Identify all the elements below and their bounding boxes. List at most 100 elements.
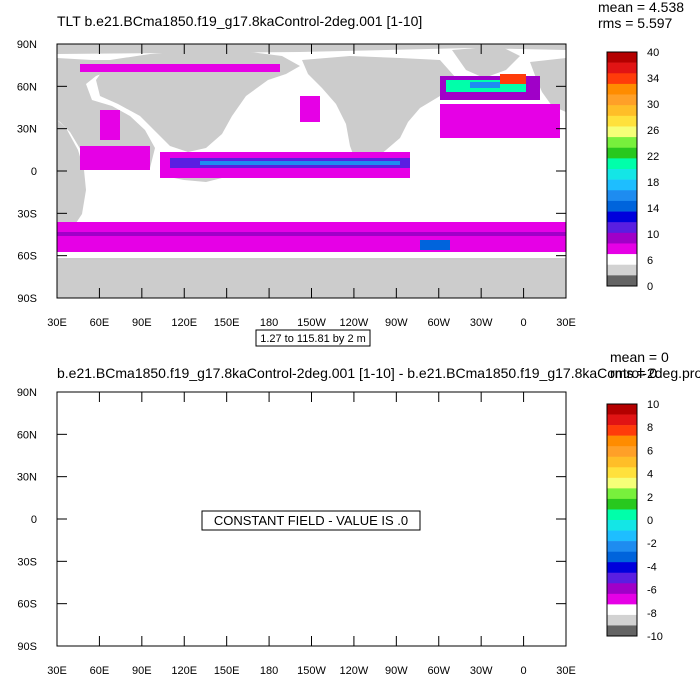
colorbar-swatch — [607, 456, 637, 468]
north-atlantic-band — [440, 104, 560, 138]
x-tick-label: 150W — [297, 665, 326, 677]
colorbar-label: 22 — [647, 151, 659, 163]
panel-bottom-colorbar: 10 8 6 4 2 0 -2 -4 -6 -8 -10 — [606, 399, 663, 643]
land-southern-ocean — [57, 180, 566, 222]
x-tick-label: 60E — [90, 665, 110, 677]
x-tick-label: 90E — [132, 317, 152, 329]
panel-top-mean: mean = 4.538 — [598, 0, 684, 15]
panel-top-title: TLT b.e21.BCma1850.f19_g17.8kaControl-2d… — [57, 13, 422, 29]
colorbar-swatch — [607, 541, 637, 552]
colorbar-label: 30 — [647, 99, 659, 111]
colorbar-swatch — [607, 520, 637, 531]
drake-passage-patch — [420, 240, 450, 250]
colorbar-label: 14 — [647, 203, 659, 215]
y-tick-label: 60N — [17, 429, 37, 441]
colorbar-swatch — [607, 572, 637, 584]
colorbar-label: 26 — [647, 125, 659, 137]
x-tick-label: 30E — [556, 665, 576, 677]
colorbar-swatch — [607, 604, 637, 616]
land-africa — [57, 120, 86, 232]
x-tick-label: 150E — [214, 317, 240, 329]
x-tick-label: 60E — [90, 317, 110, 329]
colorbar-label: -10 — [647, 631, 663, 643]
colorbar-label: 6 — [647, 445, 653, 457]
colorbar-label: 18 — [647, 177, 659, 189]
colorbar-swatch — [607, 264, 637, 276]
x-tick-label: 30E — [47, 665, 67, 677]
colorbar-label: 40 — [647, 47, 659, 59]
x-tick-label: 120E — [171, 317, 197, 329]
colorbar-swatch — [607, 52, 637, 63]
land-asia-east — [96, 50, 300, 152]
colorbar-swatch — [607, 614, 637, 626]
y-tick-label: 60S — [17, 251, 37, 263]
land-europe — [530, 58, 566, 112]
colorbar-swatch — [607, 551, 637, 563]
y-tick-label: 90S — [17, 293, 37, 305]
colorbar-swatch — [607, 222, 637, 234]
panel-top: TLT b.e21.BCma1850.f19_g17.8kaControl-2d… — [17, 0, 684, 347]
colorbar-swatch — [607, 126, 637, 138]
north-pacific-band — [80, 64, 280, 72]
panel-bottom-x-ticks: 30E 60E 90E 120E 150E 180 150W 120W 90W 60W 30W 0 30… — [47, 392, 576, 677]
x-tick-label: 150W — [297, 317, 326, 329]
colorbar-swatch — [607, 593, 637, 605]
y-tick-label: 60S — [17, 599, 37, 611]
colorbar-label: -2 — [647, 538, 657, 550]
y-tick-label: 30S — [17, 556, 37, 568]
x-tick-label: 30W — [470, 665, 493, 677]
colorbar-swatch — [607, 190, 637, 202]
x-tick-label: 60W — [427, 665, 450, 677]
y-tick-label: 90S — [17, 641, 37, 653]
colorbar-swatch — [607, 147, 637, 159]
contour-info-box — [255, 329, 371, 347]
x-tick-label: 30E — [47, 317, 67, 329]
colorbar-swatch — [607, 414, 637, 426]
contour-info-text: 1.27 to 115.81 by 2 m — [260, 333, 366, 345]
colorbar-label: 34 — [647, 73, 659, 85]
panel-top-x-ticks: 30E 60E 90E 120E 150E 180 150W 120W 90W 60W 30W 0 30… — [47, 44, 576, 329]
colorbar-label: 8 — [647, 422, 653, 434]
panel-top-colorbar: 40 34 30 26 22 18 14 10 6 0 — [606, 47, 659, 293]
colorbar-swatch — [607, 94, 637, 106]
y-tick-label: 60N — [17, 81, 37, 93]
x-tick-label: 120W — [340, 317, 369, 329]
panel-top-rms: rms = 5.597 — [598, 15, 673, 31]
colorbar-swatch — [607, 530, 637, 542]
colorbar-swatch — [607, 583, 637, 595]
colorbar-swatch — [607, 467, 637, 479]
colorbar-swatch — [607, 115, 637, 127]
constant-field-box — [201, 510, 421, 531]
colorbar-swatch — [607, 179, 637, 191]
panel-bottom-y-ticks: 90N 60N 30N 0 30S 60S 90S — [17, 387, 566, 653]
colorbar-label: 10 — [647, 229, 659, 241]
eastern-pacific-patch — [300, 96, 320, 122]
colorbar-swatch — [607, 83, 637, 95]
panel-bottom: b.e21.BCma1850.f19_g17.8kaControl-2deg.0… — [17, 349, 700, 677]
constant-field-text: CONSTANT FIELD - VALUE IS .0 — [214, 513, 408, 528]
colorbar-swatch — [607, 232, 637, 244]
colorbar-swatch — [607, 254, 637, 266]
x-tick-label: 120E — [171, 665, 197, 677]
panel-bottom-rms: rms = 0 — [610, 365, 657, 381]
colorbar-swatch — [607, 158, 637, 170]
southern-ocean-core — [57, 232, 566, 236]
panel-bottom-mean: mean = 0 — [610, 349, 669, 365]
equatorial-pacific-core — [200, 161, 400, 165]
x-tick-label: 90W — [385, 317, 408, 329]
colorbar-label: -6 — [647, 585, 657, 597]
panel-bottom-title: b.e21.BCma1850.f19_g17.8kaControl-2deg.0… — [57, 365, 700, 381]
colorbar-swatch — [607, 243, 637, 255]
colorbar-label: -8 — [647, 608, 657, 620]
labrador-sea-deep — [470, 82, 500, 88]
colorbar-swatch — [607, 435, 637, 447]
panel-top-y-ticks: 90N 60N 30N 0 30S 60S 90S — [17, 39, 566, 305]
x-tick-label: 90W — [385, 665, 408, 677]
colorbar-swatch — [607, 625, 637, 637]
colorbar-swatch — [607, 211, 637, 223]
colorbar-label: -4 — [647, 561, 657, 573]
colorbar-label: 6 — [647, 255, 653, 267]
colorbar-swatch — [607, 498, 637, 510]
colorbar-label: 0 — [647, 281, 653, 293]
